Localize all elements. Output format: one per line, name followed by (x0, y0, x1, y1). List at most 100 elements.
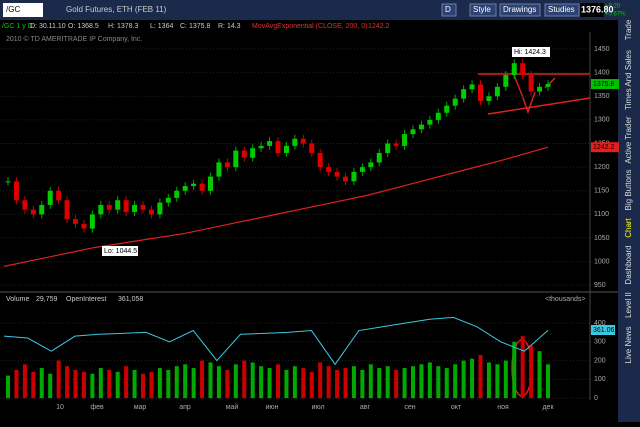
candle-body (56, 190, 62, 201)
volume-value: 29,759 (36, 296, 58, 303)
candle-body (402, 134, 408, 146)
y-tick-label: 300 (594, 339, 606, 346)
volume-bar (90, 373, 95, 399)
candle-body (73, 219, 78, 224)
candle-body (435, 112, 441, 120)
x-tick-label: мар (134, 404, 147, 411)
y-tick-label: 0 (594, 395, 598, 402)
candle-body (300, 138, 306, 144)
volume-bar (276, 364, 280, 399)
candle-body (157, 202, 163, 215)
candle-body (106, 204, 112, 210)
volume-bar (377, 368, 382, 399)
x-tick-label: ноя (497, 404, 509, 411)
candle-body (537, 86, 543, 92)
side-tab[interactable]: Trade (624, 19, 633, 40)
x-tick-label: июл (311, 404, 324, 411)
button[interactable] (544, 3, 580, 17)
volume-bar (343, 368, 348, 399)
info-high: H: 1378.3 (108, 23, 138, 30)
candle-body (39, 204, 45, 215)
candle-body (326, 167, 332, 172)
volume-bar (242, 360, 247, 399)
ema-line (3, 146, 549, 267)
info-bar (0, 20, 618, 32)
y-tick-label: 950 (594, 282, 606, 289)
volume-bar (174, 366, 179, 399)
last-label: 1375.8 (593, 81, 615, 88)
volume-bar (351, 366, 356, 399)
price-tag (591, 79, 619, 90)
oi-title: OpenInterest (66, 296, 107, 303)
side-tab[interactable]: Chart (624, 217, 633, 237)
oi-tag (591, 325, 615, 335)
side-tab[interactable]: Level II (624, 292, 633, 318)
candle-body (241, 150, 247, 158)
side-tab[interactable]: Times And Sales (624, 50, 633, 110)
candle-body (81, 223, 87, 229)
y-tick-label: 1200 (594, 164, 610, 171)
volume-bar (259, 366, 264, 399)
side-tab[interactable]: Big Buttons (624, 170, 633, 211)
volume-bar (183, 364, 188, 399)
volume-bar (216, 366, 221, 399)
x-tick-label: фев (90, 404, 104, 411)
button-label[interactable]: Drawings (503, 5, 536, 14)
volume-bar (31, 371, 36, 399)
volume-bar (360, 369, 365, 399)
volume-bar (461, 360, 466, 399)
volume-title: Volume (6, 296, 29, 303)
button[interactable] (441, 3, 457, 17)
x-tick-label: авг (360, 404, 371, 411)
volume-bar (512, 341, 517, 399)
volume-bar (200, 360, 205, 399)
volume-bar (141, 373, 145, 399)
candle-body (461, 89, 467, 99)
side-tab[interactable]: Dashboard (624, 245, 633, 284)
x-tick-label: окт (451, 404, 462, 411)
volume-bar (132, 369, 137, 399)
volume-bar (81, 371, 86, 399)
y-tick-label: 1050 (594, 235, 610, 242)
candle-body (89, 214, 95, 229)
volume-bar (470, 358, 475, 399)
volume-bar (301, 368, 306, 399)
volume-bar (368, 364, 373, 399)
ema-label: 1242.2 (593, 144, 615, 151)
candle-body (486, 96, 492, 101)
side-tab[interactable]: Live News (624, 327, 633, 364)
button-label[interactable]: Style (473, 5, 491, 14)
y-tick-label: 1100 (594, 211, 609, 218)
volume-bar (149, 371, 154, 399)
change: +9.20 (605, 4, 621, 10)
candle-body (469, 84, 475, 90)
volume-bar (411, 366, 415, 399)
volume-bar (191, 368, 196, 399)
y-tick-label: 400 (594, 320, 606, 327)
button[interactable] (469, 3, 497, 17)
volume-bar (520, 336, 525, 399)
volume-bar (6, 375, 10, 399)
volume-bar (436, 366, 441, 399)
candle-body (503, 75, 509, 87)
volume-bar (107, 369, 112, 399)
oi-line (3, 316, 549, 366)
candle-body (410, 129, 416, 135)
volume-bar (157, 368, 162, 399)
volume-bar (250, 362, 255, 399)
candle-body (98, 204, 104, 215)
x-tick-label: июн (265, 404, 278, 411)
candle-body (30, 209, 36, 215)
symbol[interactable]: /GC (6, 5, 20, 14)
candle-body (123, 200, 129, 213)
candle-body (309, 143, 315, 153)
symbol-box[interactable] (3, 3, 43, 17)
button-label[interactable]: Studies (548, 5, 575, 14)
button-label[interactable]: D (445, 5, 451, 14)
y-tick-label: 1150 (594, 188, 609, 195)
side-tab[interactable]: Active Trader (624, 116, 633, 163)
hi-label: Hi: 1424.3 (514, 49, 546, 56)
y-tick-label: 200 (594, 357, 606, 364)
button[interactable] (499, 3, 541, 17)
volume-bar (309, 371, 314, 399)
